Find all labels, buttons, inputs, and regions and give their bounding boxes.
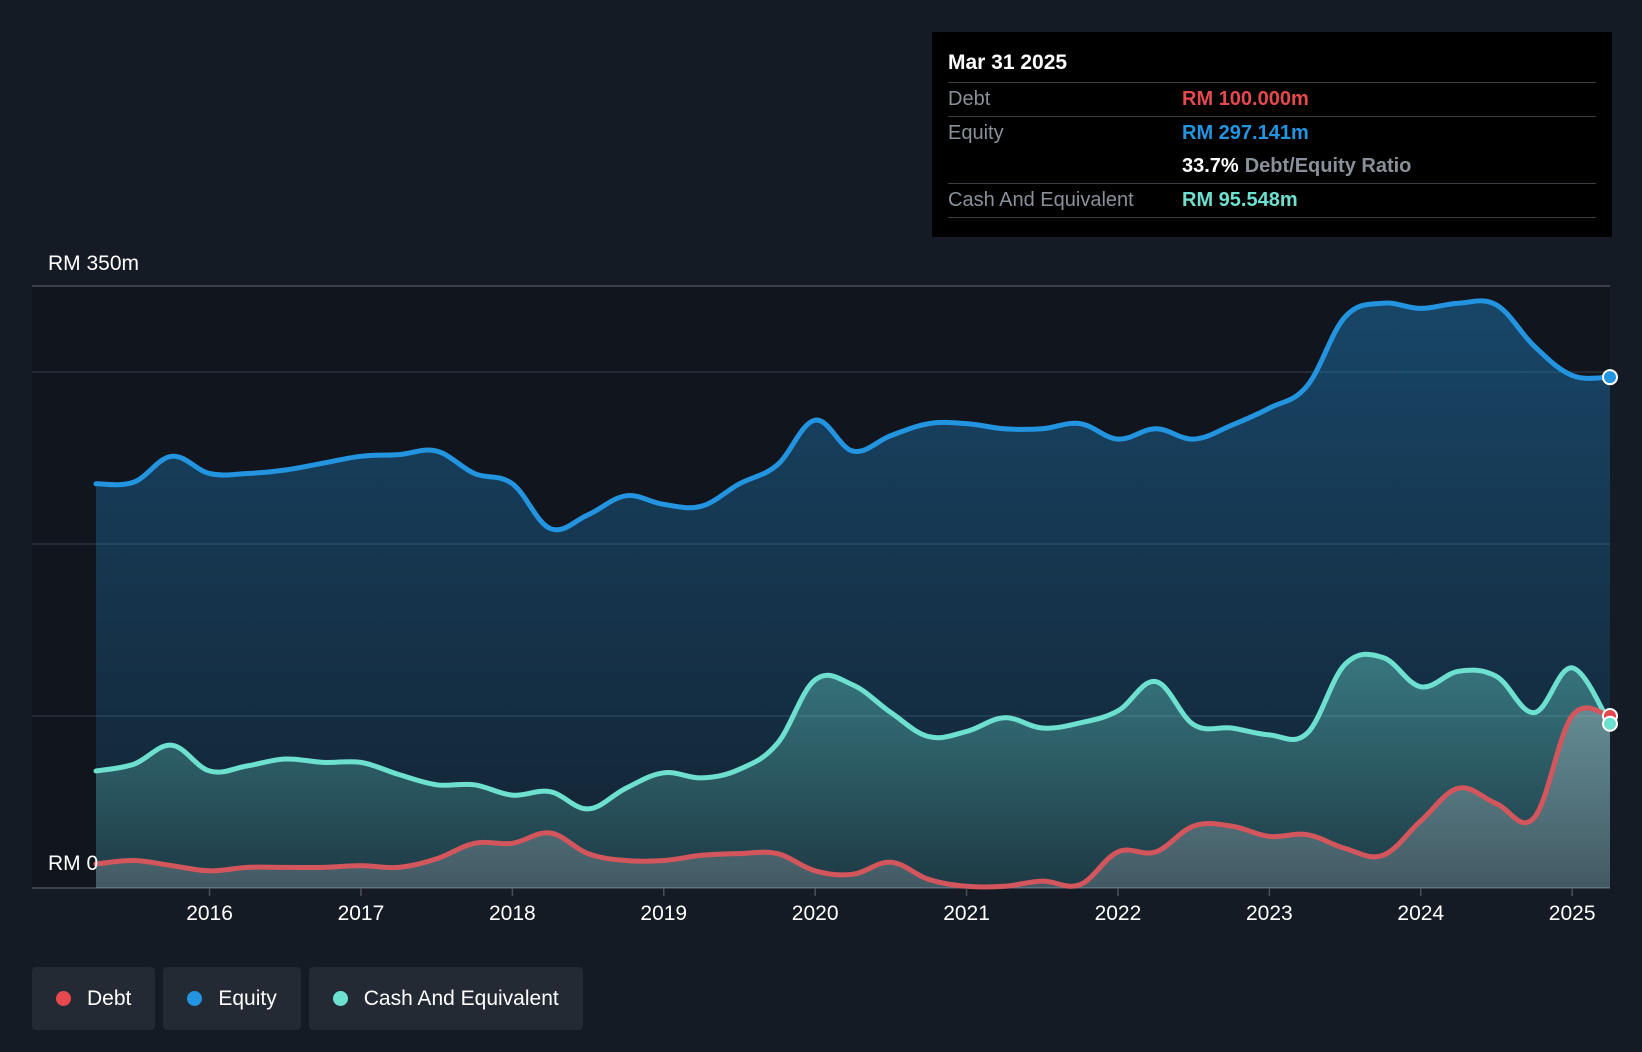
legend-item-cash[interactable]: Cash And Equivalent — [308, 967, 583, 1030]
debt-line — [93, 705, 1613, 890]
equity-dot-icon — [187, 991, 203, 1006]
x-axis-ticks: 2016 2017 2018 2019 2020 2021 2022 2023 2024 2025 — [186, 888, 1596, 925]
equity-line — [93, 298, 1613, 533]
cash-line — [93, 651, 1613, 812]
cash-end-marker — [1602, 715, 1618, 732]
legend-equity-label: Equity — [218, 986, 277, 1010]
tooltip-cash-row: Cash And Equivalent RM 95.548m — [948, 183, 1596, 218]
chart-legend: Debt Equity Cash And Equivalent — [32, 967, 583, 1030]
x-tick-label-2024: 2024 — [1397, 902, 1444, 925]
tooltip-debt-value: RM 100.000m — [1182, 88, 1309, 110]
equity-end-marker — [1602, 369, 1618, 386]
end-markers — [1602, 369, 1618, 732]
tooltip-equity-label: Equity — [948, 122, 1004, 144]
y-axis-bottom-label: RM 0 — [48, 852, 98, 875]
tooltip-date: Mar 31 2025 — [948, 51, 1068, 74]
tooltip-ratio-label: Debt/Equity Ratio — [1244, 155, 1412, 177]
tooltip-cash-label: Cash And Equivalent — [948, 189, 1134, 211]
tooltip-equity-value: RM 297.141m — [1182, 122, 1309, 144]
legend-item-equity[interactable]: Equity — [163, 967, 301, 1030]
series-areas — [96, 300, 1610, 888]
series-lines — [93, 298, 1613, 890]
x-tick-label-2016: 2016 — [186, 902, 233, 925]
y-axis-top-label: RM 350m — [48, 252, 139, 275]
legend-cash-label: Cash And Equivalent — [363, 986, 559, 1010]
tooltip-cash-value: RM 95.548m — [1182, 189, 1298, 211]
x-tick-label-2017: 2017 — [338, 902, 385, 925]
debt-area — [96, 707, 1610, 888]
tooltip-equity-row: Equity RM 297.141m — [948, 116, 1596, 150]
x-tick-label-2023: 2023 — [1246, 902, 1293, 925]
tooltip-ratio-value: 33.7% — [1182, 155, 1239, 177]
x-tick-label-2022: 2022 — [1095, 902, 1142, 925]
x-tick-label-2025: 2025 — [1549, 902, 1596, 925]
data-tooltip: Mar 31 2025 Debt RM 100.000m Equity RM 2… — [932, 32, 1612, 237]
cash-dot-icon — [332, 991, 348, 1006]
legend-item-debt[interactable]: Debt — [32, 967, 156, 1030]
x-tick-label-2019: 2019 — [640, 902, 687, 925]
x-tick-label-2018: 2018 — [489, 902, 536, 925]
x-tick-label-2021: 2021 — [943, 902, 990, 925]
tooltip-ratio-row: 33.7% Debt/Equity Ratio — [948, 150, 1596, 183]
debt-dot-icon — [56, 991, 71, 1006]
x-tick-label-2020: 2020 — [792, 902, 839, 925]
tooltip-debt-row: Debt RM 100.000m — [948, 82, 1596, 116]
tooltip-debt-label: Debt — [948, 88, 991, 110]
legend-debt-label: Debt — [87, 986, 132, 1010]
